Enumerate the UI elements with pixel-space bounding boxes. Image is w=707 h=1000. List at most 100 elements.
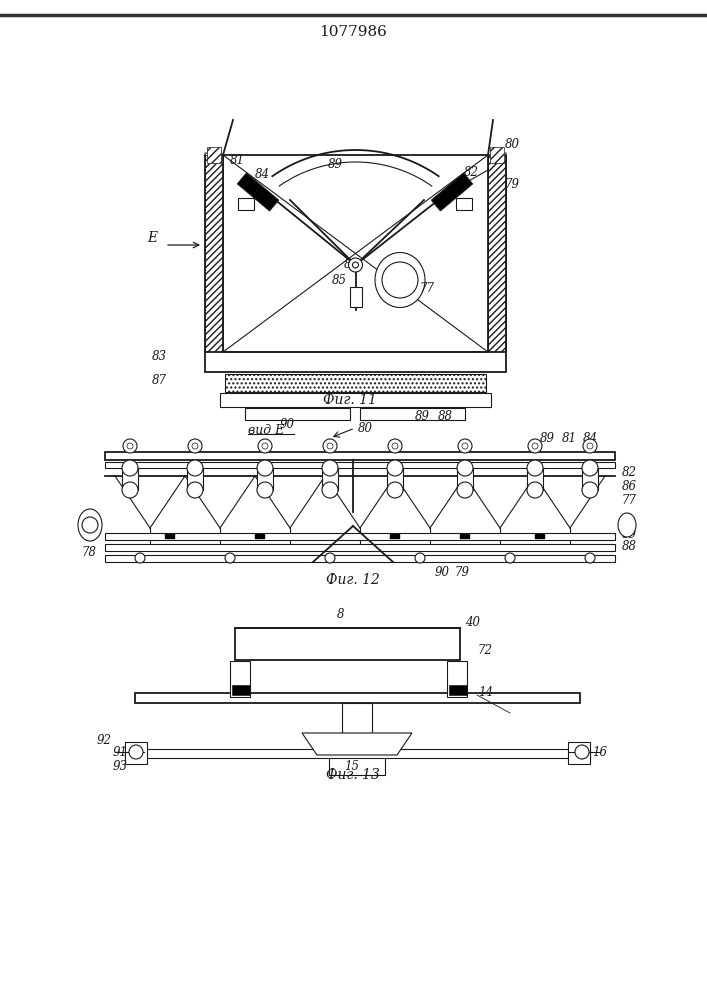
Circle shape [457, 482, 473, 498]
Text: 93: 93 [113, 760, 128, 772]
Bar [488, 155, 506, 352]
Polygon shape [431, 173, 472, 211]
Bar [105, 533, 615, 540]
Circle shape [585, 553, 595, 563]
Bar [582, 468, 598, 490]
Circle shape [257, 482, 273, 498]
Circle shape [527, 482, 543, 498]
Text: 91: 91 [113, 746, 128, 760]
Circle shape [349, 258, 363, 272]
Bar [490, 147, 504, 163]
Bar [255, 534, 265, 539]
Bar [456, 198, 472, 210]
Bar [322, 468, 338, 490]
Circle shape [82, 517, 98, 533]
Bar [105, 544, 615, 551]
Circle shape [382, 262, 418, 298]
Bar [387, 468, 403, 490]
Circle shape [322, 482, 338, 498]
Circle shape [457, 460, 473, 476]
Bar [135, 693, 580, 703]
Ellipse shape [375, 252, 425, 308]
Circle shape [122, 460, 138, 476]
Bar [342, 703, 372, 733]
Circle shape [353, 262, 358, 268]
Circle shape [388, 439, 402, 453]
Text: 88: 88 [622, 540, 637, 554]
Text: 89: 89 [327, 158, 342, 172]
Bar [360, 408, 465, 420]
Bar [457, 468, 473, 490]
Bar [257, 468, 273, 490]
Text: 89: 89 [622, 528, 637, 542]
Bar [105, 555, 615, 562]
Circle shape [387, 482, 403, 498]
Bar [349, 287, 361, 307]
Text: 15: 15 [344, 760, 359, 774]
Text: 80: 80 [505, 138, 520, 151]
Circle shape [587, 443, 593, 449]
Circle shape [129, 745, 143, 759]
Text: 86: 86 [344, 257, 359, 270]
Circle shape [325, 553, 335, 563]
Bar [205, 352, 506, 372]
Bar [205, 155, 223, 352]
Circle shape [583, 439, 597, 453]
Bar [449, 685, 467, 695]
Text: 87: 87 [152, 373, 167, 386]
Circle shape [135, 553, 145, 563]
Circle shape [192, 443, 198, 449]
Text: 78: 78 [82, 546, 97, 558]
Text: Фиг. 11: Фиг. 11 [323, 393, 377, 407]
Bar [329, 755, 385, 775]
Text: 92: 92 [97, 734, 112, 746]
Bar [165, 534, 175, 539]
Circle shape [415, 553, 425, 563]
Text: 89: 89 [540, 432, 555, 444]
Circle shape [127, 443, 133, 449]
Circle shape [188, 439, 202, 453]
Circle shape [582, 460, 598, 476]
Text: 85: 85 [332, 273, 347, 286]
Polygon shape [238, 173, 279, 211]
Ellipse shape [78, 509, 102, 541]
Bar [447, 661, 467, 697]
Text: Фиг. 13: Фиг. 13 [326, 768, 380, 782]
Circle shape [187, 482, 203, 498]
Bar [238, 198, 254, 210]
Text: 80: 80 [358, 422, 373, 434]
Circle shape [262, 443, 268, 449]
Circle shape [532, 443, 538, 449]
Bar [232, 685, 250, 695]
Circle shape [322, 460, 338, 476]
Circle shape [257, 460, 273, 476]
Text: 86: 86 [622, 481, 637, 493]
Circle shape [575, 745, 589, 759]
Bar [527, 468, 543, 490]
Text: 77: 77 [420, 282, 435, 294]
Circle shape [187, 460, 203, 476]
Bar [105, 452, 615, 460]
Text: 16: 16 [592, 746, 607, 760]
Text: 40: 40 [465, 616, 480, 630]
Bar [220, 393, 491, 407]
Text: 84: 84 [255, 167, 270, 180]
Text: 82: 82 [622, 466, 637, 480]
Text: 77: 77 [622, 494, 637, 508]
Circle shape [323, 439, 337, 453]
Text: вид E: вид E [248, 424, 284, 436]
Text: 90: 90 [435, 566, 450, 578]
Text: 88: 88 [438, 410, 453, 424]
Text: 89: 89 [415, 410, 430, 424]
Text: E: E [147, 231, 157, 245]
Circle shape [527, 460, 543, 476]
Text: 8: 8 [337, 607, 344, 620]
Circle shape [528, 439, 542, 453]
Circle shape [327, 443, 333, 449]
Text: 79: 79 [455, 566, 470, 578]
Text: 82: 82 [464, 166, 479, 180]
Bar [105, 462, 615, 468]
Bar [535, 534, 545, 539]
Text: 1077986: 1077986 [319, 25, 387, 39]
Circle shape [258, 439, 272, 453]
